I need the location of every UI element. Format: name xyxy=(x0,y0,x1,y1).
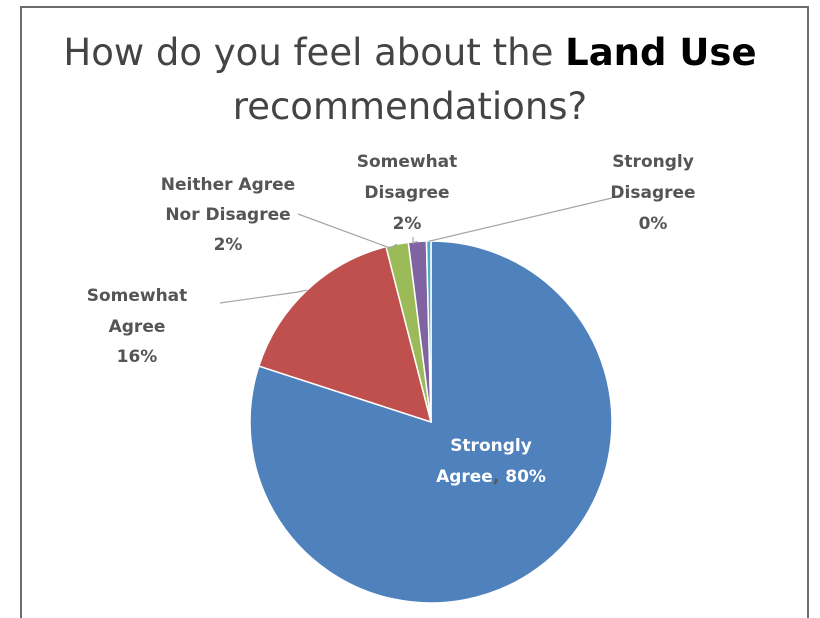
label-strongly-agree-name: Agree xyxy=(436,467,493,487)
chart-title-line-1: How do you feel about the Land Use xyxy=(0,26,820,80)
chart-title: How do you feel about the Land Use recom… xyxy=(0,26,820,134)
leader-line-somewhat-agree xyxy=(219,289,308,304)
label-strongly-disagree-line-2: Disagree xyxy=(610,183,695,203)
label-somewhat-disagree-pct: 2% xyxy=(393,214,422,234)
label-strongly-agree-line-2: Agree, 80% xyxy=(436,467,546,487)
label-strongly-agree-sep: , xyxy=(493,467,499,487)
leader-line-somewhat-disagree xyxy=(412,237,418,244)
label-somewhat-agree-line-1: Somewhat xyxy=(87,286,188,306)
label-strongly-agree-line-1: Strongly xyxy=(450,436,532,456)
label-strongly-disagree-line-1: Strongly xyxy=(612,152,694,172)
leader-lines xyxy=(219,197,613,304)
label-neither-line-1: Neither Agree xyxy=(161,175,295,195)
chart-title-suffix: recommendations? xyxy=(232,85,588,128)
label-somewhat-disagree-line-2: Disagree xyxy=(364,183,449,203)
label-somewhat-agree-line-2: Agree xyxy=(109,317,166,337)
label-neither-pct: 2% xyxy=(214,235,243,255)
chart-title-prefix: How do you feel about the xyxy=(63,31,554,74)
label-strongly-agree-pct: 80% xyxy=(505,467,546,487)
pie-slices xyxy=(249,240,613,604)
label-strongly-disagree-pct: 0% xyxy=(639,214,668,234)
label-somewhat-agree-pct: 16% xyxy=(117,347,158,367)
chart-title-bold: Land Use xyxy=(565,31,757,74)
leader-line-strongly-disagree xyxy=(428,197,613,242)
pie-slice-somewhat-agree xyxy=(257,245,433,424)
label-somewhat-disagree-line-1: Somewhat xyxy=(357,152,458,172)
leader-line-neither xyxy=(297,213,398,249)
pie-slice-strongly-agree xyxy=(249,240,613,604)
label-neither-line-2: Nor Disagree xyxy=(165,205,290,225)
